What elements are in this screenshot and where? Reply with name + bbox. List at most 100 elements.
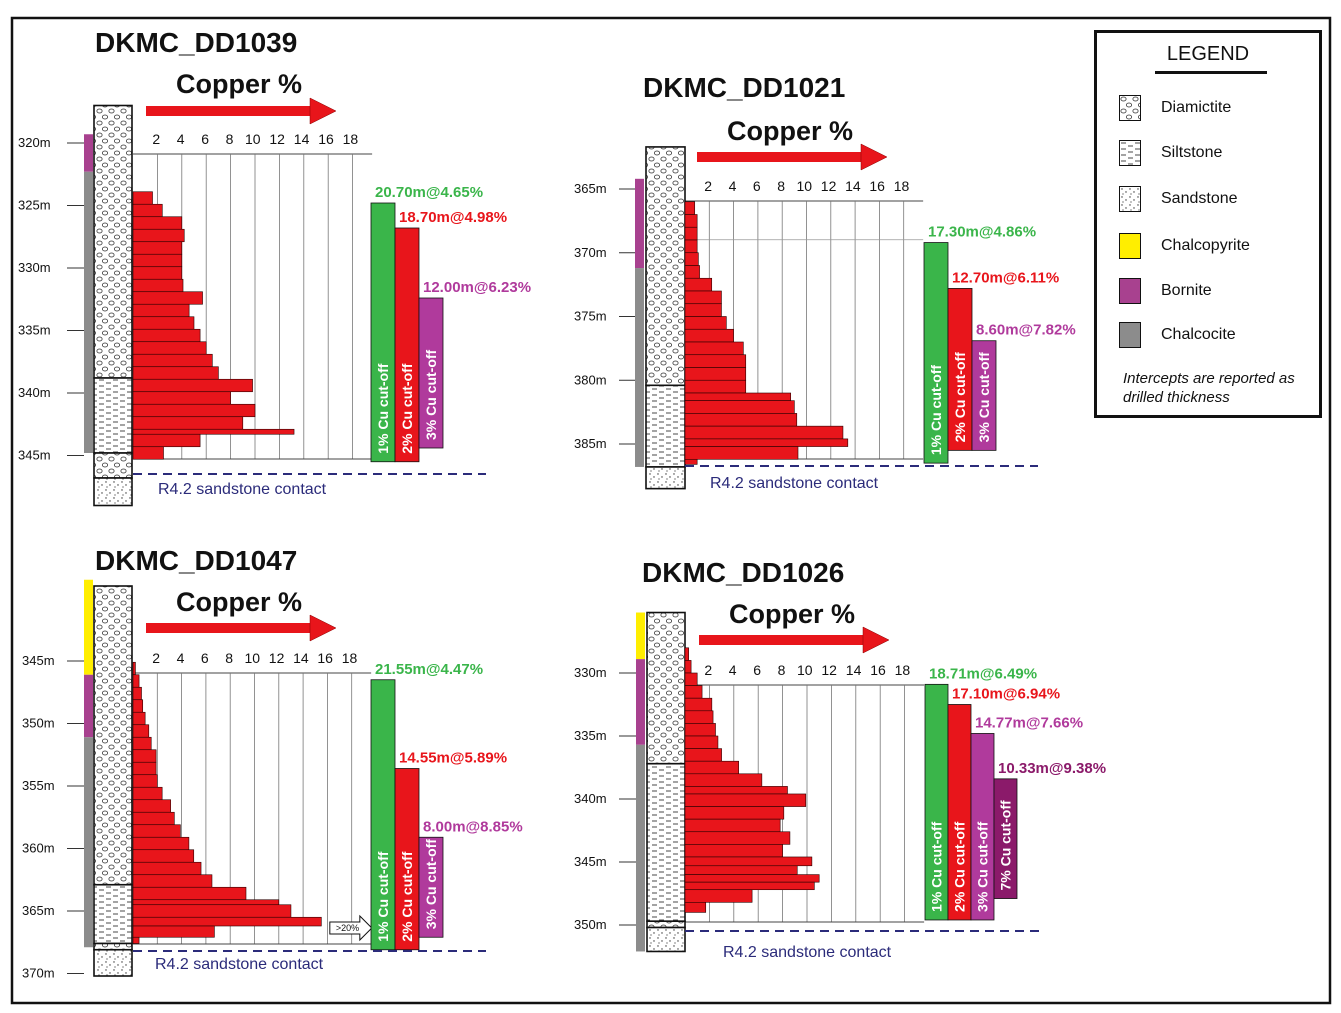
x-tick-label: 10: [797, 662, 813, 678]
copper-bar: [132, 786, 163, 801]
copper-bar: [684, 303, 722, 317]
intercept-label: 21.55m@4.47%: [375, 661, 483, 678]
chalcopyrite-swatch-icon: [1119, 233, 1141, 259]
chalcocite-swatch-icon: [1119, 322, 1141, 348]
arrow-right-icon: [309, 97, 337, 125]
sandstone-swatch-icon: [1119, 186, 1141, 212]
x-tick-label: 2: [152, 650, 160, 666]
intercept-label: 8.00m@8.85%: [423, 818, 523, 835]
copper-axis-title: Copper %: [727, 116, 853, 146]
copper-bar: [684, 354, 747, 368]
x-tick-label: 2: [704, 662, 712, 678]
copper-bar: [684, 881, 815, 891]
copper-bar: [132, 378, 253, 393]
x-tick-label: 14: [293, 650, 309, 666]
depth-tick-label: 355m: [22, 778, 55, 793]
copper-bar: [132, 899, 280, 906]
copper-bar: [132, 291, 203, 305]
x-tick-label: 14: [846, 662, 862, 678]
contact-label: R4.2 sandstone contact: [158, 481, 327, 498]
lithology-siltstone: [93, 883, 133, 945]
mineral-zone-chalcocite: [635, 268, 644, 467]
intercept-label: 17.10m@6.94%: [952, 686, 1060, 703]
copper-bar: [684, 392, 792, 401]
lithology-diamictite: [93, 585, 133, 886]
x-tick-label: 6: [201, 131, 209, 147]
copper-bar: [684, 831, 791, 845]
intercept-label: 14.77m@7.66%: [975, 714, 1083, 731]
depth-tick-label: 330m: [574, 665, 607, 680]
x-tick-label: 4: [177, 131, 185, 147]
depth-tick-label: 350m: [574, 917, 607, 932]
copper-bar: [684, 844, 783, 858]
x-tick-label: 16: [318, 131, 334, 147]
intercept-bar: [971, 340, 997, 451]
copper-bar: [684, 723, 716, 737]
arrow-right-icon: [860, 143, 888, 171]
legend-title-underline: [1155, 71, 1267, 74]
copper-bar: [132, 711, 146, 726]
copper-bar: [684, 226, 698, 241]
cutoff-label: 2% Cu cut-off: [399, 851, 415, 942]
copper-bar: [684, 672, 698, 686]
copper-bar: [684, 425, 844, 440]
siltstone-swatch-icon: [1119, 140, 1141, 166]
intercept-label: 14.55m@5.89%: [399, 750, 507, 767]
x-tick-label: 8: [778, 662, 786, 678]
lithology-siltstone: [93, 377, 133, 454]
lithology-sandstone: [93, 948, 133, 977]
copper-bar: [132, 661, 136, 676]
copper-bar: [684, 400, 795, 414]
x-tick-label: 4: [177, 650, 185, 666]
copper-bar: [684, 697, 713, 712]
copper-bar: [684, 446, 799, 460]
cutoff-label: 7% Cu cut-off: [998, 800, 1014, 891]
x-tick-label: 4: [729, 662, 737, 678]
copper-bar: [684, 265, 700, 279]
legend-label: Bornite: [1161, 282, 1212, 299]
copper-bar: [132, 328, 201, 343]
bornite-swatch-icon: [1119, 278, 1141, 304]
copper-bar: [132, 699, 144, 713]
cutoff-label: 2% Cu cut-off: [952, 821, 968, 912]
arrow-right-icon: [862, 626, 890, 654]
x-tick-label: 18: [894, 178, 910, 194]
hole-title: DKMC_DD1026: [642, 557, 844, 588]
copper-bar: [684, 290, 722, 305]
depth-tick-label: 370m: [574, 245, 607, 260]
copper-bar: [132, 761, 157, 776]
copper-bar: [132, 749, 157, 763]
copper-axis-title: Copper %: [176, 69, 302, 99]
x-tick-label: 6: [201, 650, 209, 666]
lithology-diamictite: [645, 146, 686, 387]
copper-bar: [684, 367, 747, 381]
hole-title: DKMC_DD1047: [95, 545, 297, 576]
lithology-diamictite: [646, 920, 686, 929]
copper-bar: [684, 889, 753, 903]
copper-bar: [684, 214, 698, 228]
x-tick-label: 18: [343, 131, 359, 147]
mineral-zone-chalcocite: [636, 744, 645, 952]
x-tick-label: 8: [777, 178, 785, 194]
x-tick-label: 10: [245, 131, 261, 147]
depth-tick-label: 340m: [18, 385, 51, 400]
cutoff-label: 3% Cu cut-off: [975, 821, 991, 912]
lithology-sandstone: [645, 466, 686, 490]
drill-hole-log: DKMC_DD1026 Copper % 2 4 6 8 10 12 14 16 18 330m 335…: [574, 557, 1106, 961]
copper-bar: [684, 660, 692, 674]
copper-bar: [684, 328, 734, 343]
copper-bar: [684, 341, 744, 356]
x-tick-label: 12: [821, 178, 837, 194]
copper-bar: [132, 391, 231, 405]
copper-bar: [684, 818, 781, 833]
cutoff-label: 1% Cu cut-off: [375, 851, 391, 942]
copper-bar: [684, 201, 696, 215]
cutoff-label: 1% Cu cut-off: [929, 821, 945, 912]
x-tick-label: 12: [269, 650, 285, 666]
intercept-bar: [370, 679, 396, 951]
lithology-siltstone: [646, 762, 686, 923]
copper-bar: [132, 824, 181, 838]
overflow-label: >20%: [336, 923, 359, 933]
copper-bar: [684, 685, 703, 699]
x-tick-label: 16: [870, 662, 886, 678]
